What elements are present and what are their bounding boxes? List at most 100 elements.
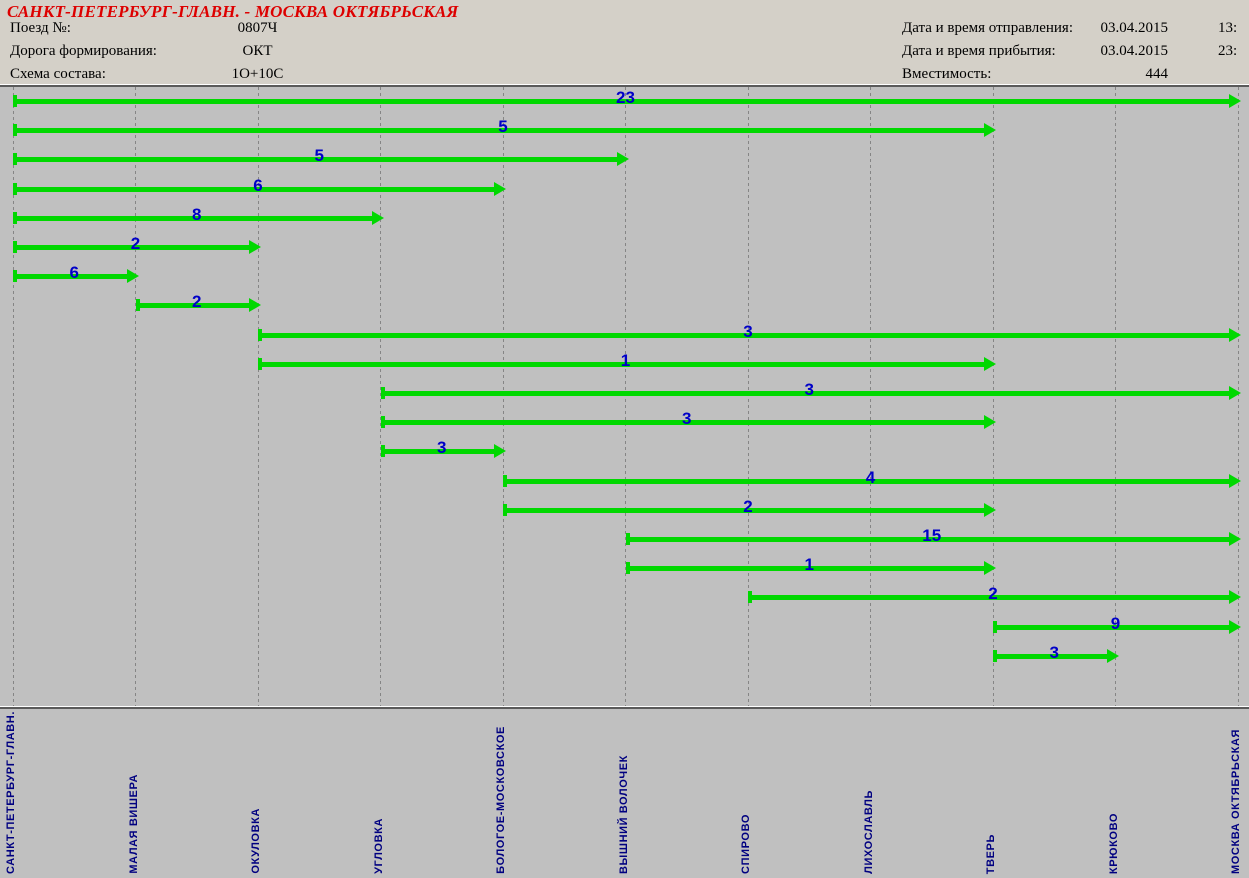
field-value: 03.04.2015 [1100, 43, 1169, 59]
station-gridline [870, 87, 871, 706]
station-axis: САНКТ-ПЕТЕРБУРГ-ГЛАВН. МАЛАЯ ВИШЕРА ОКУЛОВ… [0, 709, 1249, 878]
field-value: 03.04.2015 [1100, 20, 1169, 36]
segment-arrow-line [13, 215, 374, 221]
station-label: ОКУЛОВКА [250, 808, 262, 874]
field-time-value: 23: [1218, 43, 1238, 59]
segment-count-label: 2 [130, 234, 141, 253]
segment-count-label: 1 [620, 350, 631, 370]
segment-count-label: 3 [1049, 642, 1059, 662]
segment-arrowhead-icon [126, 269, 139, 284]
field-value: 0807Ч [237, 20, 278, 36]
station-gridline [993, 87, 994, 706]
segment-count-label: 3 [437, 438, 447, 458]
station-label: ВЫШНИЙ ВОЛОЧЕК [617, 755, 630, 874]
station-gridline [135, 87, 136, 706]
segment-arrow-line [380, 449, 496, 455]
segment-count-label: 5 [498, 117, 508, 137]
field-arrival-datetime: Дата и время прибытия: 03.04.2015 23: [902, 43, 1249, 61]
segment-count-label: 3 [682, 409, 692, 429]
segment-count-label: 2 [743, 496, 753, 516]
segment-arrowhead-icon [984, 415, 996, 430]
segment-count-label: 9 [1110, 613, 1121, 633]
station-label: САНКТ-ПЕТЕРБУРГ-ГЛАВН. [5, 710, 17, 874]
field-departure-datetime: Дата и время отправления: 03.04.2015 13: [902, 20, 1249, 38]
station-gridline [748, 87, 749, 706]
segment-arrowhead-icon [249, 298, 261, 313]
header-chart-divider [0, 84, 1249, 87]
segment-arrow-line [13, 128, 986, 134]
field-label: Поезд №: [10, 20, 71, 36]
segment-arrow-line [748, 595, 1231, 601]
station-label: МОСКВА ОКТЯБРЬСКАЯ [1230, 729, 1242, 874]
segment-arrow-line [135, 303, 251, 309]
field-value: 1О+10С [231, 66, 284, 82]
route-occupancy-chart: 23 5 5 6 8 2 6 2 3 1 3 3 3 4 2 15 1 2 9 3 [0, 87, 1249, 706]
segment-arrowhead-icon [984, 502, 996, 517]
segment-arrow-line [13, 274, 129, 280]
field-forming-road: Дорога формирования: ОКТ [10, 43, 410, 61]
segment-arrow-line [625, 566, 986, 572]
segment-count-label: 2 [988, 584, 998, 604]
segment-count-label: 15 [922, 526, 942, 545]
field-label: Дата и время прибытия: [902, 43, 1056, 59]
segment-count-label: 6 [253, 175, 263, 195]
station-label: УГЛОВКА [372, 818, 385, 874]
segment-arrowhead-icon [984, 123, 996, 138]
route-title: САНКТ-ПЕТЕРБУРГ-ГЛАВН. - МОСКВА ОКТЯБРЬС… [7, 2, 459, 21]
segment-arrowhead-icon [1229, 94, 1241, 108]
segment-arrow-line [13, 186, 496, 192]
field-capacity: Вместимость: 444 [902, 66, 1249, 84]
station-label: БОЛОГОЕ-МОСКОВСКОЕ [495, 726, 507, 874]
field-label: Вместимость: [902, 66, 992, 82]
field-label: Дата и время отправления: [902, 20, 1073, 36]
field-value: ОКТ [242, 43, 273, 59]
station-label: КРЮКОВО [1107, 812, 1120, 874]
segment-arrowhead-icon [1229, 386, 1241, 400]
segment-arrow-line [993, 653, 1109, 659]
segment-arrow-line [258, 361, 986, 367]
segment-arrowhead-icon [1229, 532, 1241, 546]
station-label: ТВЕРЬ [985, 833, 997, 874]
field-train-scheme: Схема состава: 1О+10С [10, 66, 410, 84]
station-gridline [258, 87, 259, 706]
field-train-number: Поезд №: 0807Ч [10, 20, 410, 38]
segment-arrow-line [13, 99, 1231, 104]
segment-arrowhead-icon [1229, 619, 1241, 634]
segment-arrow-line [503, 478, 1231, 484]
segment-arrow-line [258, 332, 1231, 338]
header: САНКТ-ПЕТЕРБУРГ-ГЛАВН. - МОСКВА ОКТЯБРЬС… [0, 0, 1249, 84]
field-time-value: 13: [1218, 20, 1238, 36]
segment-arrow-line [503, 507, 986, 513]
segment-arrow-line [993, 624, 1231, 630]
segment-arrowhead-icon [984, 561, 996, 576]
segment-arrowhead-icon [371, 210, 384, 225]
segment-arrow-line [380, 391, 1231, 396]
segment-count-label: 6 [69, 263, 79, 283]
segment-arrow-line [380, 420, 986, 426]
station-gridline [1115, 87, 1116, 706]
field-label: Схема состава: [10, 66, 106, 82]
segment-arrow-line [13, 157, 619, 163]
segment-arrowhead-icon [1229, 473, 1241, 488]
segment-arrow-line [625, 537, 1231, 542]
station-gridline [625, 87, 626, 706]
segment-arrowhead-icon [494, 181, 506, 196]
station-label: ЛИХОСЛАВЛЬ [862, 790, 875, 874]
segment-count-label: 3 [743, 321, 753, 341]
segment-count-label: 8 [192, 204, 202, 224]
segment-arrowhead-icon [1106, 648, 1119, 663]
segment-arrowhead-icon [984, 356, 996, 371]
station-label: СПИРОВО [740, 814, 752, 874]
segment-arrowhead-icon [494, 444, 506, 459]
segment-count-label: 4 [865, 467, 876, 487]
station-label: МАЛАЯ ВИШЕРА [127, 774, 140, 874]
segment-arrowhead-icon [1229, 590, 1241, 605]
segment-arrow-line [13, 245, 251, 250]
segment-count-label: 3 [804, 380, 814, 399]
field-value: 444 [1145, 66, 1169, 82]
segment-count-label: 5 [314, 146, 324, 166]
station-gridline [13, 87, 14, 706]
segment-count-label: 1 [804, 555, 814, 575]
segment-arrowhead-icon [249, 240, 261, 254]
